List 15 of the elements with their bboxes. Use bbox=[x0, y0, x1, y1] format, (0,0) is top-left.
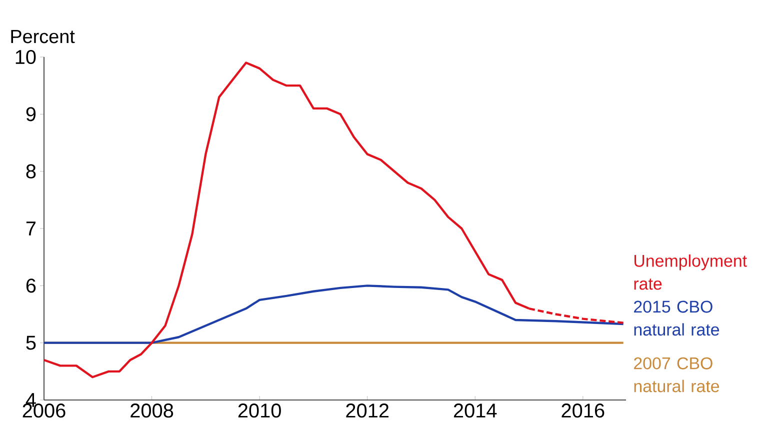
x-tick-label: 2010 bbox=[238, 404, 281, 418]
x-tick-label: 2008 bbox=[130, 404, 174, 418]
series-label: 2015 CBO natural rate bbox=[634, 300, 720, 336]
y-tick-label: 7 bbox=[26, 222, 36, 236]
y-axis-title: Percent bbox=[11, 30, 75, 44]
y-tick-label: 9 bbox=[26, 107, 36, 122]
y-tick-label: 6 bbox=[26, 278, 36, 293]
series-label: 2007 CBO natural rate bbox=[634, 357, 720, 392]
text: Unemployment rate bbox=[634, 254, 747, 290]
x-tick-label: 2016 bbox=[562, 404, 604, 418]
y-tick-label: 8 bbox=[26, 164, 36, 178]
y-tick-label: 5 bbox=[26, 336, 36, 350]
x-tick-label: 2014 bbox=[454, 404, 497, 418]
y-tick-label: 10 bbox=[16, 50, 36, 64]
x-tick-label: 2012 bbox=[346, 404, 388, 418]
